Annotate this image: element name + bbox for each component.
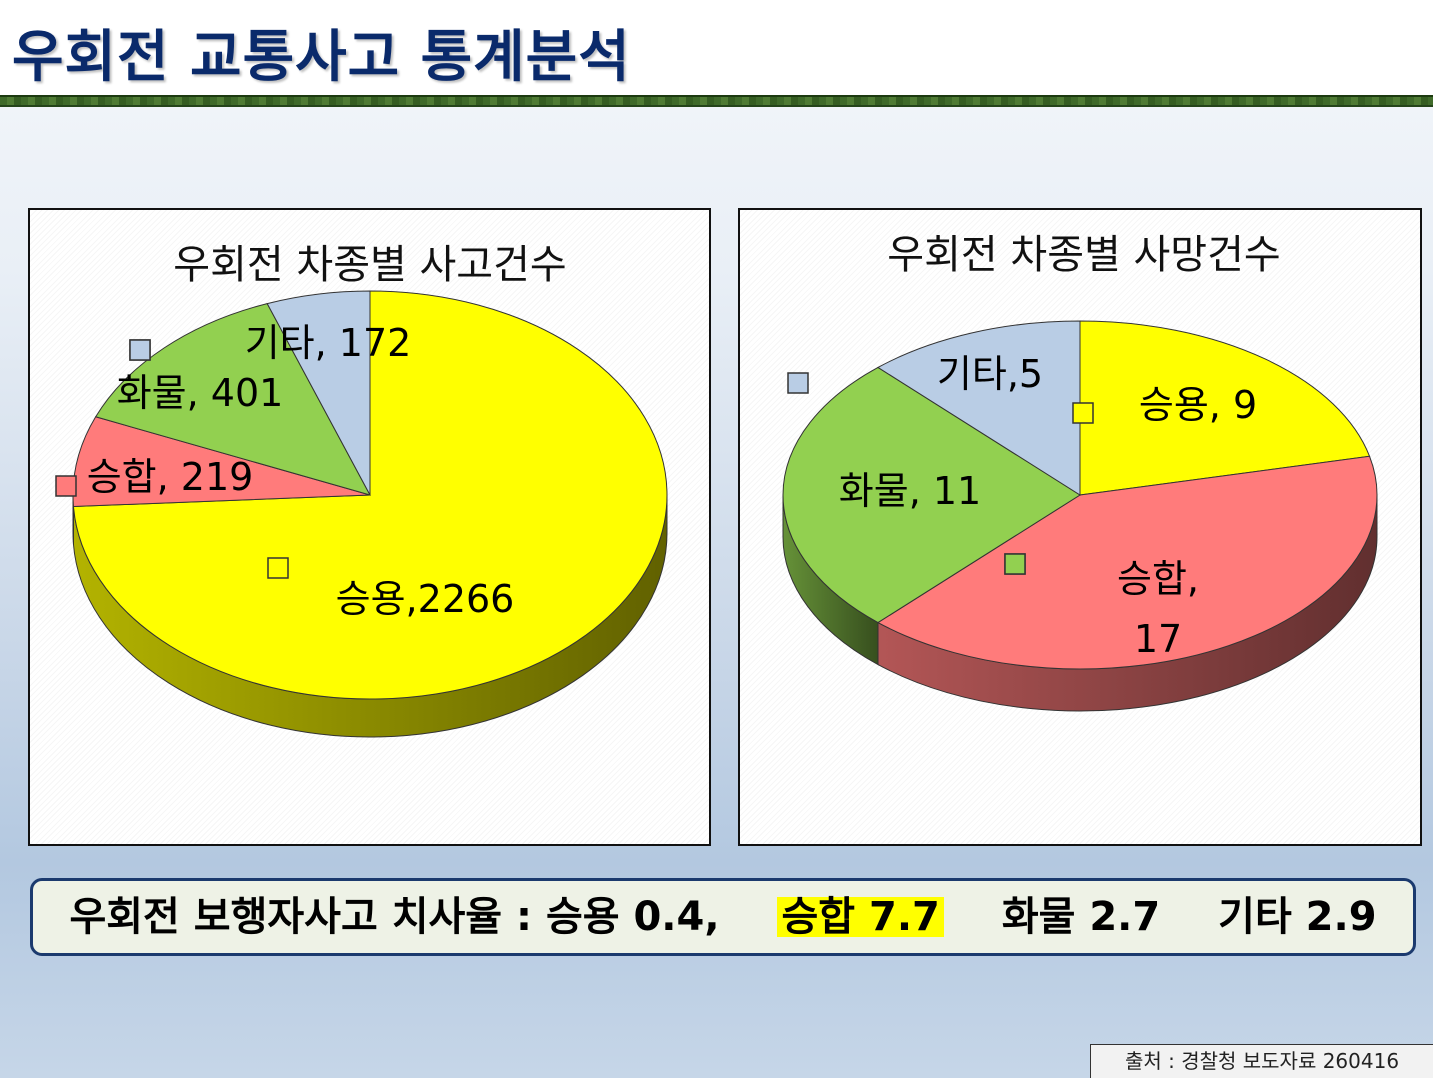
data-label-2-line-1: 승합, [1117, 557, 1199, 601]
pie-slice-1 [1079, 320, 1371, 496]
pie-slice-2 [877, 455, 1378, 670]
header-bar: 우회전 교통사고 통계분석 [0, 0, 1433, 95]
legend-marker-1 [267, 557, 289, 579]
chart-title: 우회전 차종별 사고건수 [173, 242, 566, 288]
title-divider [0, 95, 1433, 107]
data-label-1: 승용,2266 [336, 577, 515, 621]
data-label-1: 승용, 9 [1139, 383, 1257, 427]
legend-marker-3 [1004, 553, 1026, 575]
legend-marker-4 [787, 372, 809, 394]
page-title: 우회전 교통사고 통계분석 [12, 25, 631, 90]
pie-slice-4 [877, 320, 1081, 496]
pie-slice-3 [94, 303, 371, 496]
pie-slice-2 [72, 416, 371, 508]
legend-marker-2 [55, 475, 77, 497]
data-label-3: 화물, 11 [839, 469, 981, 513]
data-label-2: 승합, 219 [87, 455, 254, 499]
fatality-rate-summary: 우회전 보행자사고 치사율 : 승용 0.4, 승합 7.7 화물 2.7 기타… [30, 878, 1416, 956]
data-label-2-line-2: 17 [1134, 617, 1182, 661]
chart-title: 우회전 차종별 사망건수 [887, 232, 1280, 278]
data-label-4: 기타, 172 [245, 321, 412, 365]
summary-other-rate: 기타 2.9 [1218, 894, 1377, 940]
data-label-4: 기타,5 [937, 352, 1043, 396]
legend-marker-4 [129, 339, 151, 361]
legend-marker-1 [1072, 402, 1094, 424]
data-label-3: 화물, 401 [117, 371, 284, 415]
summary-van-rate: 승합 7.7 [777, 897, 944, 937]
summary-prefix: 우회전 보행자사고 치사율 : 승용 0.4, [69, 894, 720, 940]
pie-slice-3 [782, 366, 1081, 624]
summary-truck-rate: 화물 2.7 [1001, 894, 1161, 940]
pie-slice-4 [266, 290, 371, 496]
source-note: 출처 : 경찰청 보도자료 260416 [1090, 1044, 1433, 1078]
